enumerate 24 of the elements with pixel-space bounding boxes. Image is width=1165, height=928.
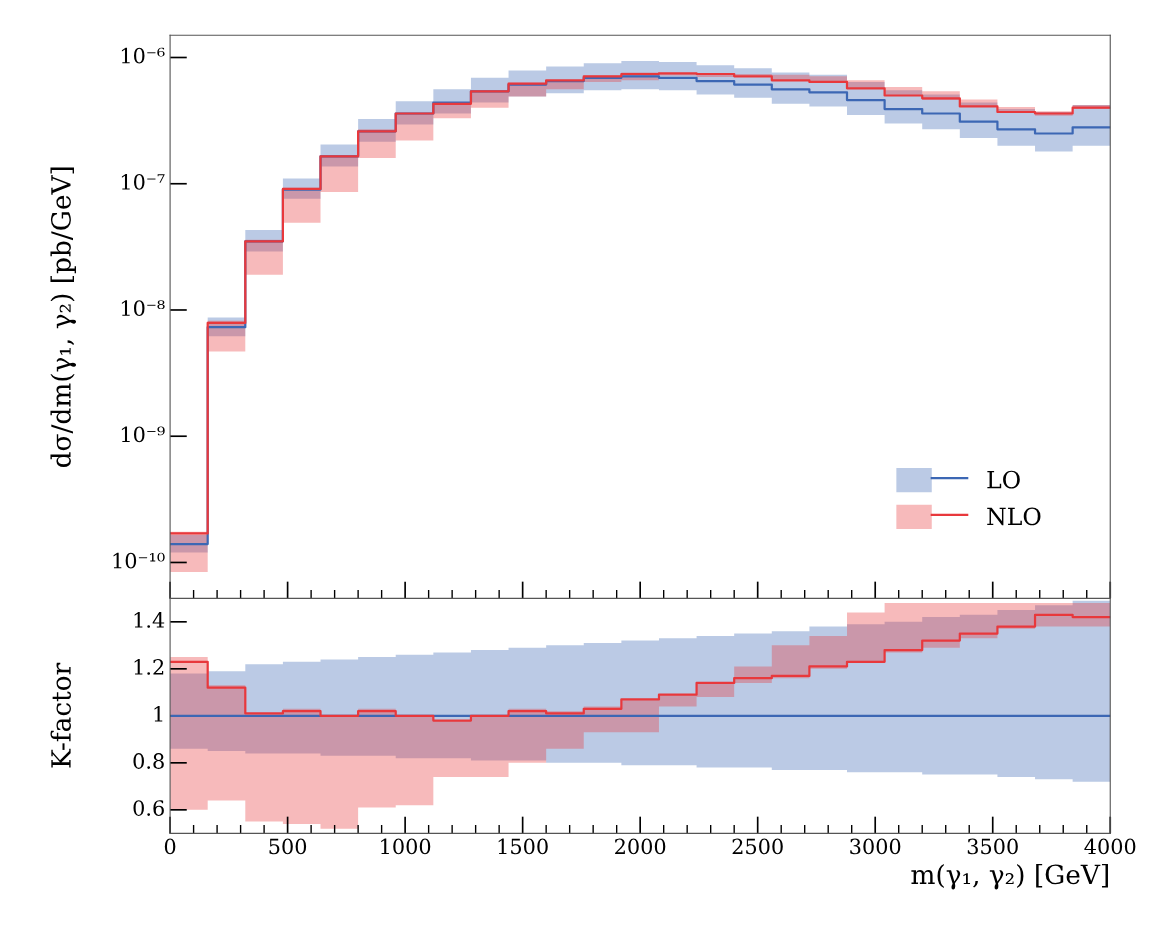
x-tick-label: 2500 [732, 838, 783, 855]
x-tick-label: 4000 [1084, 838, 1136, 855]
x-tick-label: 500 [269, 838, 307, 855]
y-tick-label: 0.8 [133, 753, 164, 769]
x-tick-label: 3500 [967, 838, 1018, 855]
y-axis-title: K-factor [50, 662, 71, 768]
y-tick-label: 10⁻⁹ [121, 426, 165, 443]
y-tick-label: 10⁻⁶ [121, 47, 165, 64]
y-tick-label: 1.4 [134, 612, 165, 628]
y-tick-label: 0.6 [133, 800, 164, 816]
x-tick-label: 1500 [498, 838, 548, 855]
x-tick-label: 1000 [381, 838, 431, 855]
x-tick-label: 2000 [615, 838, 666, 855]
x-tick-label: 3000 [850, 838, 901, 855]
y-tick-label: 10⁻⁸ [121, 300, 165, 317]
legend-label: NLO [987, 507, 1041, 526]
x-axis-title: m(γ₁, γ₂) [GeV] [911, 863, 1108, 890]
y-tick-label: 1 [154, 706, 163, 722]
y-tick-label: 10⁻¹⁰ [113, 552, 165, 569]
y-tick-label: 10⁻⁷ [121, 174, 165, 190]
legend-label: LO [987, 470, 1020, 489]
y-tick-label: 1.2 [134, 659, 164, 675]
y-axis-title: dσ/dm(γ₁, γ₂) [pb/GeV] [50, 167, 77, 468]
x-tick-label: 0 [164, 838, 176, 855]
